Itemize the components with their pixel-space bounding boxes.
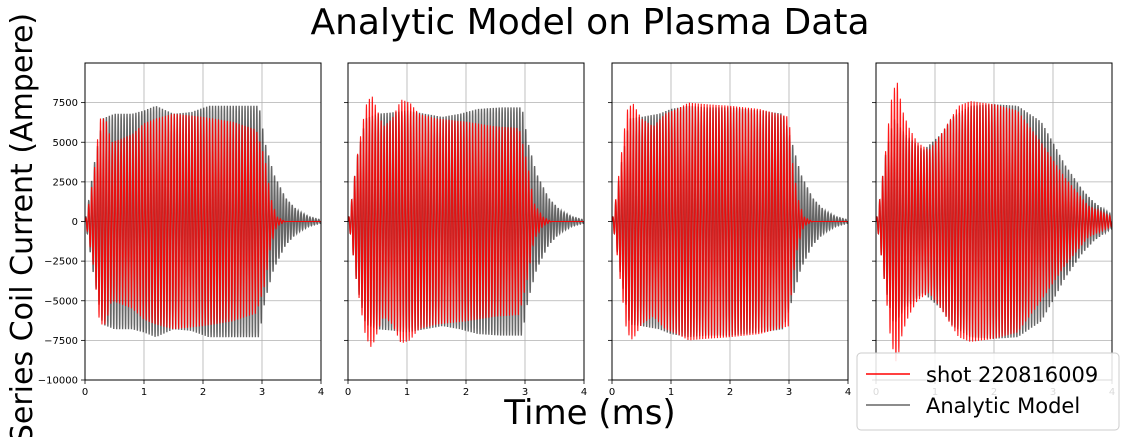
panels: 0 1 2 3 4−10000−7500−5000−250002500500075000… <box>38 62 1115 398</box>
chart-title: Analytic Model on Plasma Data <box>310 2 869 43</box>
y-tick-label: −10000 <box>38 376 78 387</box>
panel-3: 0 1 2 3 4 <box>608 62 851 398</box>
plot-area <box>348 96 584 347</box>
x-tick-label: 0 <box>345 387 351 398</box>
plot-area <box>876 82 1112 362</box>
legend-label-shot: shot 220816009 <box>926 363 1098 387</box>
x-tick-label: 2 <box>463 387 469 398</box>
y-tick-label: 7500 <box>53 98 78 109</box>
y-tick-label: 0 <box>72 217 78 228</box>
panel-2: 0 1 2 3 4 <box>344 62 587 398</box>
x-tick-label: 4 <box>845 387 851 398</box>
x-tick-label: 3 <box>786 387 792 398</box>
x-axis-label: Time (ms) <box>503 393 675 433</box>
series-shot <box>876 82 1112 362</box>
x-tick-label: 3 <box>522 387 528 398</box>
x-tick-label: 2 <box>727 387 733 398</box>
y-tick-label: −7500 <box>44 336 78 347</box>
x-tick-label: 4 <box>318 387 324 398</box>
y-axis-label: Series Coil Current (Ampere) <box>5 13 40 437</box>
x-tick-label: 4 <box>581 387 587 398</box>
legend-label-model: Analytic Model <box>926 394 1080 418</box>
series-shot <box>612 102 848 341</box>
x-tick-label: 3 <box>259 387 265 398</box>
panel-1: 0 1 2 3 4 −10000 −7500 −5000 −2500 0 2500 5000 7500 <box>38 62 324 398</box>
plot-area <box>612 102 848 341</box>
x-tick-label: 1 <box>141 387 147 398</box>
y-tick-label: −5000 <box>44 296 78 307</box>
legend-box <box>856 352 1120 431</box>
y-tick-label: 2500 <box>53 177 78 188</box>
x-tick-label: 1 <box>668 387 674 398</box>
x-tick-label: 1 <box>404 387 410 398</box>
x-tick-label: 0 <box>609 387 615 398</box>
series-shot <box>85 113 321 330</box>
legend: shot 220816009 Analytic Model <box>856 352 1120 431</box>
y-tick-label: 5000 <box>53 138 78 149</box>
y-tick-label: −2500 <box>44 257 78 268</box>
series-shot <box>348 96 584 347</box>
x-tick-label: 0 <box>82 387 88 398</box>
x-tick-label: 2 <box>200 387 206 398</box>
plot-area <box>85 105 321 338</box>
